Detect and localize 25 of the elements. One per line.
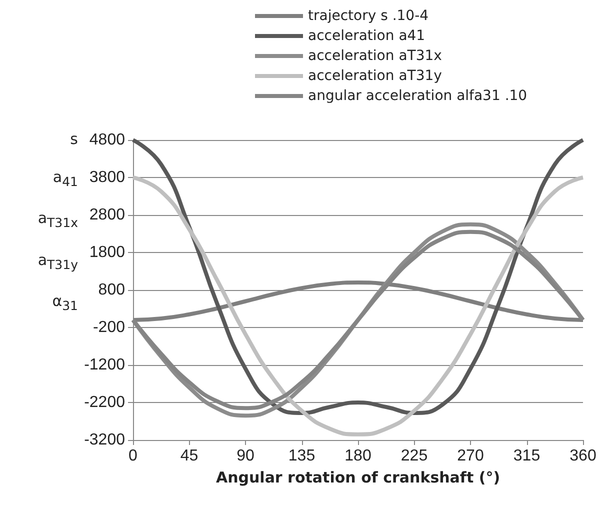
y-tick-label: 3800: [89, 169, 126, 186]
x-tick-label: 90: [236, 448, 254, 464]
x-axis-title: Angular rotation of crankshaft (°): [216, 468, 500, 486]
text: s a$_{41}$ a$_{T31x}$ a$_{T31y}$ α$_{31}$: [38, 130, 78, 313]
x-tick-label: 0: [128, 448, 138, 464]
y-tick-label: -3200: [84, 432, 126, 448]
y-tick-label: 1800: [89, 244, 126, 261]
x-tick-label: 135: [288, 448, 316, 464]
x-tick-label: 360: [570, 448, 596, 464]
legend-label: trajectory s .10-4: [308, 8, 429, 24]
y-tick-label: 2800: [89, 206, 126, 224]
y-tick-label: 800: [98, 282, 126, 298]
legend-label: angular acceleration alfa31 .10: [308, 88, 528, 104]
y-tick-label: -2200: [84, 394, 126, 411]
x-tick-label: 225: [400, 448, 428, 464]
x-tick-label: 180: [344, 448, 372, 464]
y-tick-label: -1200: [84, 356, 126, 374]
y-tick-label: -200: [92, 319, 126, 336]
y-tick-label: 4800: [89, 132, 126, 148]
legend-label: acceleration a41: [308, 28, 426, 44]
x-tick-label: 45: [180, 448, 198, 464]
x-tick-label: 270: [457, 448, 484, 464]
x-tick-label: 315: [513, 448, 540, 464]
legend-label: acceleration aT31x: [308, 48, 442, 64]
legend-label: acceleration aT31y: [308, 68, 442, 84]
